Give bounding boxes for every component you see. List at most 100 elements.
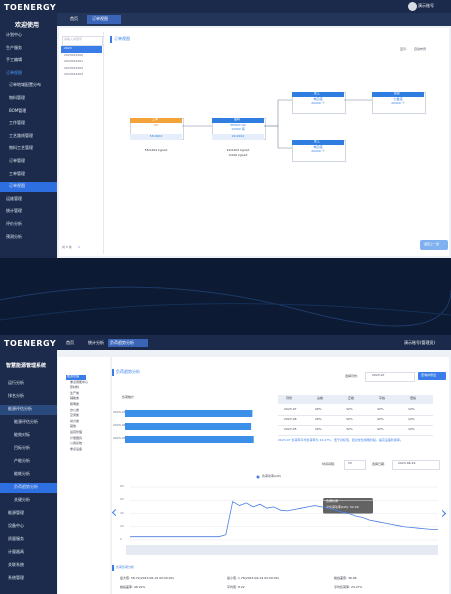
legend-label: 负荷功率(kW) [262, 474, 282, 478]
tree-item[interactable]: 空调类 [70, 413, 80, 418]
tree-item[interactable]: 运营管理 [70, 430, 83, 434]
node-head-text: 装配 [394, 91, 401, 95]
tree-item[interactable]: 其他 [70, 424, 77, 429]
menu-item[interactable]: 质量服务 [8, 536, 24, 541]
node-head-text: 加工 [314, 139, 321, 143]
menu-item[interactable]: 工作管理 [9, 120, 25, 126]
menu-item[interactable]: 评价分析 [6, 221, 22, 226]
table-cell: 26% [315, 417, 322, 421]
sidebar [0, 335, 57, 594]
pager-page[interactable]: 1 [78, 245, 80, 249]
tree-item[interactable]: 动力类 [70, 418, 80, 423]
tree-item[interactable]: 辅助类 [70, 396, 80, 401]
date-input [365, 372, 415, 382]
tree-panel [58, 357, 110, 594]
panel-accent [110, 36, 112, 43]
menu-item[interactable]: 运维管理 [6, 195, 22, 201]
hour-input [344, 460, 366, 470]
query-button [418, 372, 446, 380]
menu-item[interactable]: 产能分析 [14, 458, 30, 463]
tree-item[interactable]: 原材料 [70, 385, 80, 390]
menu-item[interactable]: 运行分析 [8, 380, 24, 385]
menu-item[interactable]: 能源评估分析 [14, 419, 38, 424]
list-item[interactable]: 2023032402 [64, 65, 84, 70]
node-head [212, 118, 264, 123]
menu-item[interactable]: 工艺路线管理 [9, 132, 33, 138]
summary-item: 平均值: 8.22 [227, 585, 245, 589]
left-panel [60, 32, 104, 254]
tab[interactable]: 订单视图 [92, 16, 108, 21]
menu-item[interactable]: 预测分析 [6, 233, 22, 239]
menu-item[interactable]: 订单视图 [9, 183, 25, 189]
tab[interactable]: 负荷趋势分析 [110, 340, 134, 345]
menu-item[interactable]: 系统管理 [8, 575, 24, 580]
menu-item[interactable]: 订单视图 [6, 69, 22, 75]
y-tick-label: 20 [120, 523, 124, 528]
table-cell: 32% [346, 407, 353, 411]
list-item[interactable]: 2023032400 [64, 52, 84, 57]
menu-item[interactable]: 手工编辑 [6, 57, 22, 63]
menu-item[interactable]: 设备中心 [8, 523, 24, 528]
bar-category: 2023-05 [113, 436, 126, 440]
menu-item[interactable]: 计量器具 [8, 549, 24, 554]
menu-selected [0, 182, 57, 193]
table-cell: 10% [408, 427, 415, 431]
tab[interactable]: 首页 [70, 16, 78, 21]
list-item[interactable]: 2023032401 [64, 59, 84, 63]
tree-item[interactable]: 重点用能中心 [70, 379, 89, 384]
menu-item[interactable]: BOM管理 [9, 107, 27, 113]
y-tick-label: 80 [120, 484, 124, 488]
list-item[interactable]: 2023 [64, 46, 72, 50]
node-head [292, 92, 344, 97]
menu-item[interactable]: 物料管理 [9, 95, 25, 100]
menu-item[interactable]: 能效对标 [14, 432, 30, 437]
node-box-text: 58.0204 [149, 134, 163, 138]
table-cell: 32% [346, 427, 353, 431]
menu-item[interactable]: 关联系统 [8, 562, 24, 567]
list-item[interactable]: 2023032403 [64, 72, 84, 76]
tab[interactable]: 首页 [66, 340, 74, 345]
menu-item[interactable]: 物料工艺管理 [9, 145, 33, 151]
table-head [278, 395, 433, 404]
menu-item[interactable]: 统计管理 [6, 208, 22, 214]
tab[interactable]: 统计分析 [88, 340, 104, 345]
menu-item[interactable]: 计划中心 [6, 32, 22, 37]
table-row-line [278, 435, 433, 436]
menu-item[interactable]: 目标分析 [14, 445, 30, 450]
menu-item[interactable]: 工单管理 [9, 170, 25, 176]
menu-item[interactable]: 能源管理 [8, 510, 24, 515]
menu-item[interactable]: 订单地域配置分布 [9, 82, 41, 88]
tree-item[interactable]: 办公类 [70, 407, 80, 412]
line [130, 500, 438, 538]
tree-item[interactable]: 照明类 [70, 402, 80, 406]
tooltip-text: 总负荷功率(kW): 52.09 [326, 505, 359, 509]
tree-item[interactable]: 能源管理 [67, 374, 80, 378]
menu-item[interactable]: 订单管理 [9, 158, 25, 163]
search-hint: 请输入关键字 [64, 37, 83, 41]
menu-item[interactable]: 关键分析 [14, 497, 30, 502]
system-name: 智慧能源管理系统 [6, 363, 47, 369]
summary-item: 最大值: 58.72(2023-06-19 00:00:00) [120, 576, 174, 580]
tree-item[interactable]: 公用系统 [70, 441, 83, 446]
table-cell: 26% [315, 407, 322, 411]
card [59, 28, 449, 256]
tree-item[interactable]: 重点设备 [70, 446, 83, 451]
node-head-text: 备料 [234, 117, 241, 121]
query-text[interactable]: 查询并导出 [421, 373, 437, 377]
node-foot: 0.000 kgce/t [228, 153, 248, 157]
table-cell: 32% [346, 417, 353, 421]
back-text[interactable]: 返回上一层 [424, 242, 440, 246]
menu-item[interactable]: 负荷趋势分析 [14, 484, 38, 489]
menu-item[interactable]: 能源评估分析 [8, 406, 32, 411]
menu-item[interactable]: 生产服务 [6, 44, 22, 50]
menu-item[interactable]: 排名分析 [8, 393, 24, 398]
tree-item[interactable]: 计量器具 [70, 435, 83, 440]
hour-label: 时间间隔: [322, 462, 336, 466]
menu-item[interactable]: 能耗分析 [14, 471, 30, 476]
table-cell: 32% [377, 427, 384, 431]
tree-item[interactable]: 生产类 [70, 390, 80, 395]
hour-value: 15 [348, 461, 352, 465]
welcome: 欢迎使用 [15, 22, 40, 29]
date2-value: 2023-06-19 [398, 461, 416, 465]
node-head [292, 140, 344, 145]
